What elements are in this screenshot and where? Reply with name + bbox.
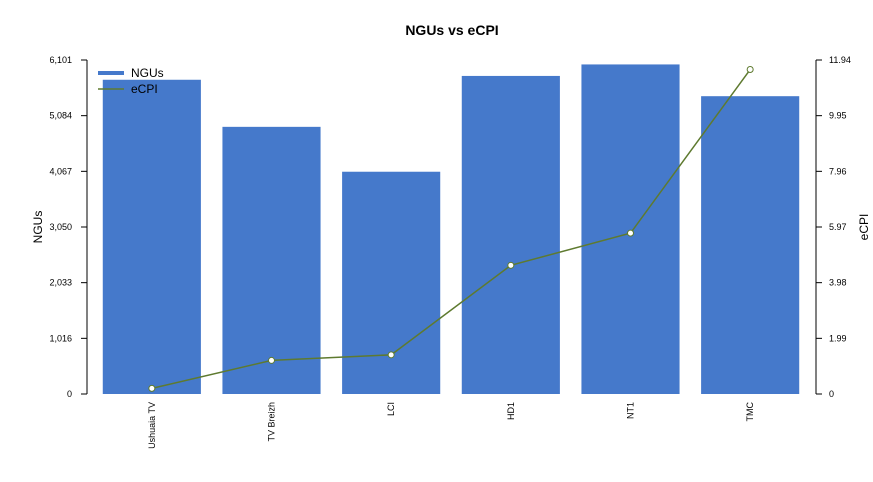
legend: NGUs eCPI <box>98 66 164 96</box>
bar-series-ngus <box>102 64 800 394</box>
ecpi-point-hd1 <box>507 261 515 269</box>
left-tick-label: 1,016 <box>49 333 72 343</box>
right-tick-label: 11.94 <box>829 55 851 65</box>
x-tick-label-hd1: HD1 <box>506 402 516 420</box>
right-tick-label: 3.98 <box>829 278 847 288</box>
right-tick-label: 1.99 <box>829 333 847 343</box>
right-tick-label: 7.96 <box>829 166 847 176</box>
left-tick-label: 0 <box>67 389 72 399</box>
ecpi-point-ushuaia-tv <box>148 384 156 392</box>
right-y-ticks: 0 1.99 3.98 5.97 7.96 9.95 11.94 <box>816 55 851 399</box>
bar-nt1 <box>581 64 680 394</box>
bar-lci <box>342 171 441 394</box>
right-tick-label: 9.95 <box>829 111 847 121</box>
left-tick-label: 2,033 <box>49 278 72 288</box>
ecpi-point-nt1 <box>627 229 634 237</box>
left-y-axis-label: NGUs <box>31 211 45 244</box>
ecpi-point-lci <box>387 351 395 359</box>
x-tick-label-tmc: TMC <box>745 402 755 422</box>
legend-label-ecpi: eCPI <box>131 82 158 96</box>
ecpi-point-tv-breizh <box>268 356 275 364</box>
ecpi-line <box>151 69 751 390</box>
x-tick-labels: Ushuaia TV TV Breizh LCI HD1 NT1 TMC <box>147 402 755 449</box>
x-tick-label-nt1: NT1 <box>626 402 636 419</box>
x-tick-label-ushuaia-tv: Ushuaia TV <box>147 402 157 449</box>
ecpi-point-tmc <box>746 66 754 74</box>
bar-tmc <box>701 96 800 394</box>
legend-label-ngus: NGUs <box>131 66 164 80</box>
line-series-ecpi <box>148 66 754 392</box>
left-y-ticks: 0 1,016 2,033 3,050 4,067 5,084 6,101 <box>49 55 87 399</box>
left-tick-label: 4,067 <box>49 166 72 176</box>
x-tick-label-tv-breizh: TV Breizh <box>267 402 277 442</box>
bar-tv-breizh <box>222 126 321 394</box>
left-tick-label: 3,050 <box>49 222 72 232</box>
chart-title: NGUs vs eCPI <box>405 22 498 38</box>
right-tick-label: 0 <box>829 389 834 399</box>
right-tick-label: 5.97 <box>829 222 847 232</box>
bar-ushuaia-tv <box>102 79 201 394</box>
right-y-axis-label: eCPI <box>857 214 871 241</box>
bar-hd1 <box>461 75 560 394</box>
x-tick-label-lci: LCI <box>386 402 396 416</box>
left-tick-label: 5,084 <box>49 111 72 121</box>
left-tick-label: 6,101 <box>49 55 72 65</box>
